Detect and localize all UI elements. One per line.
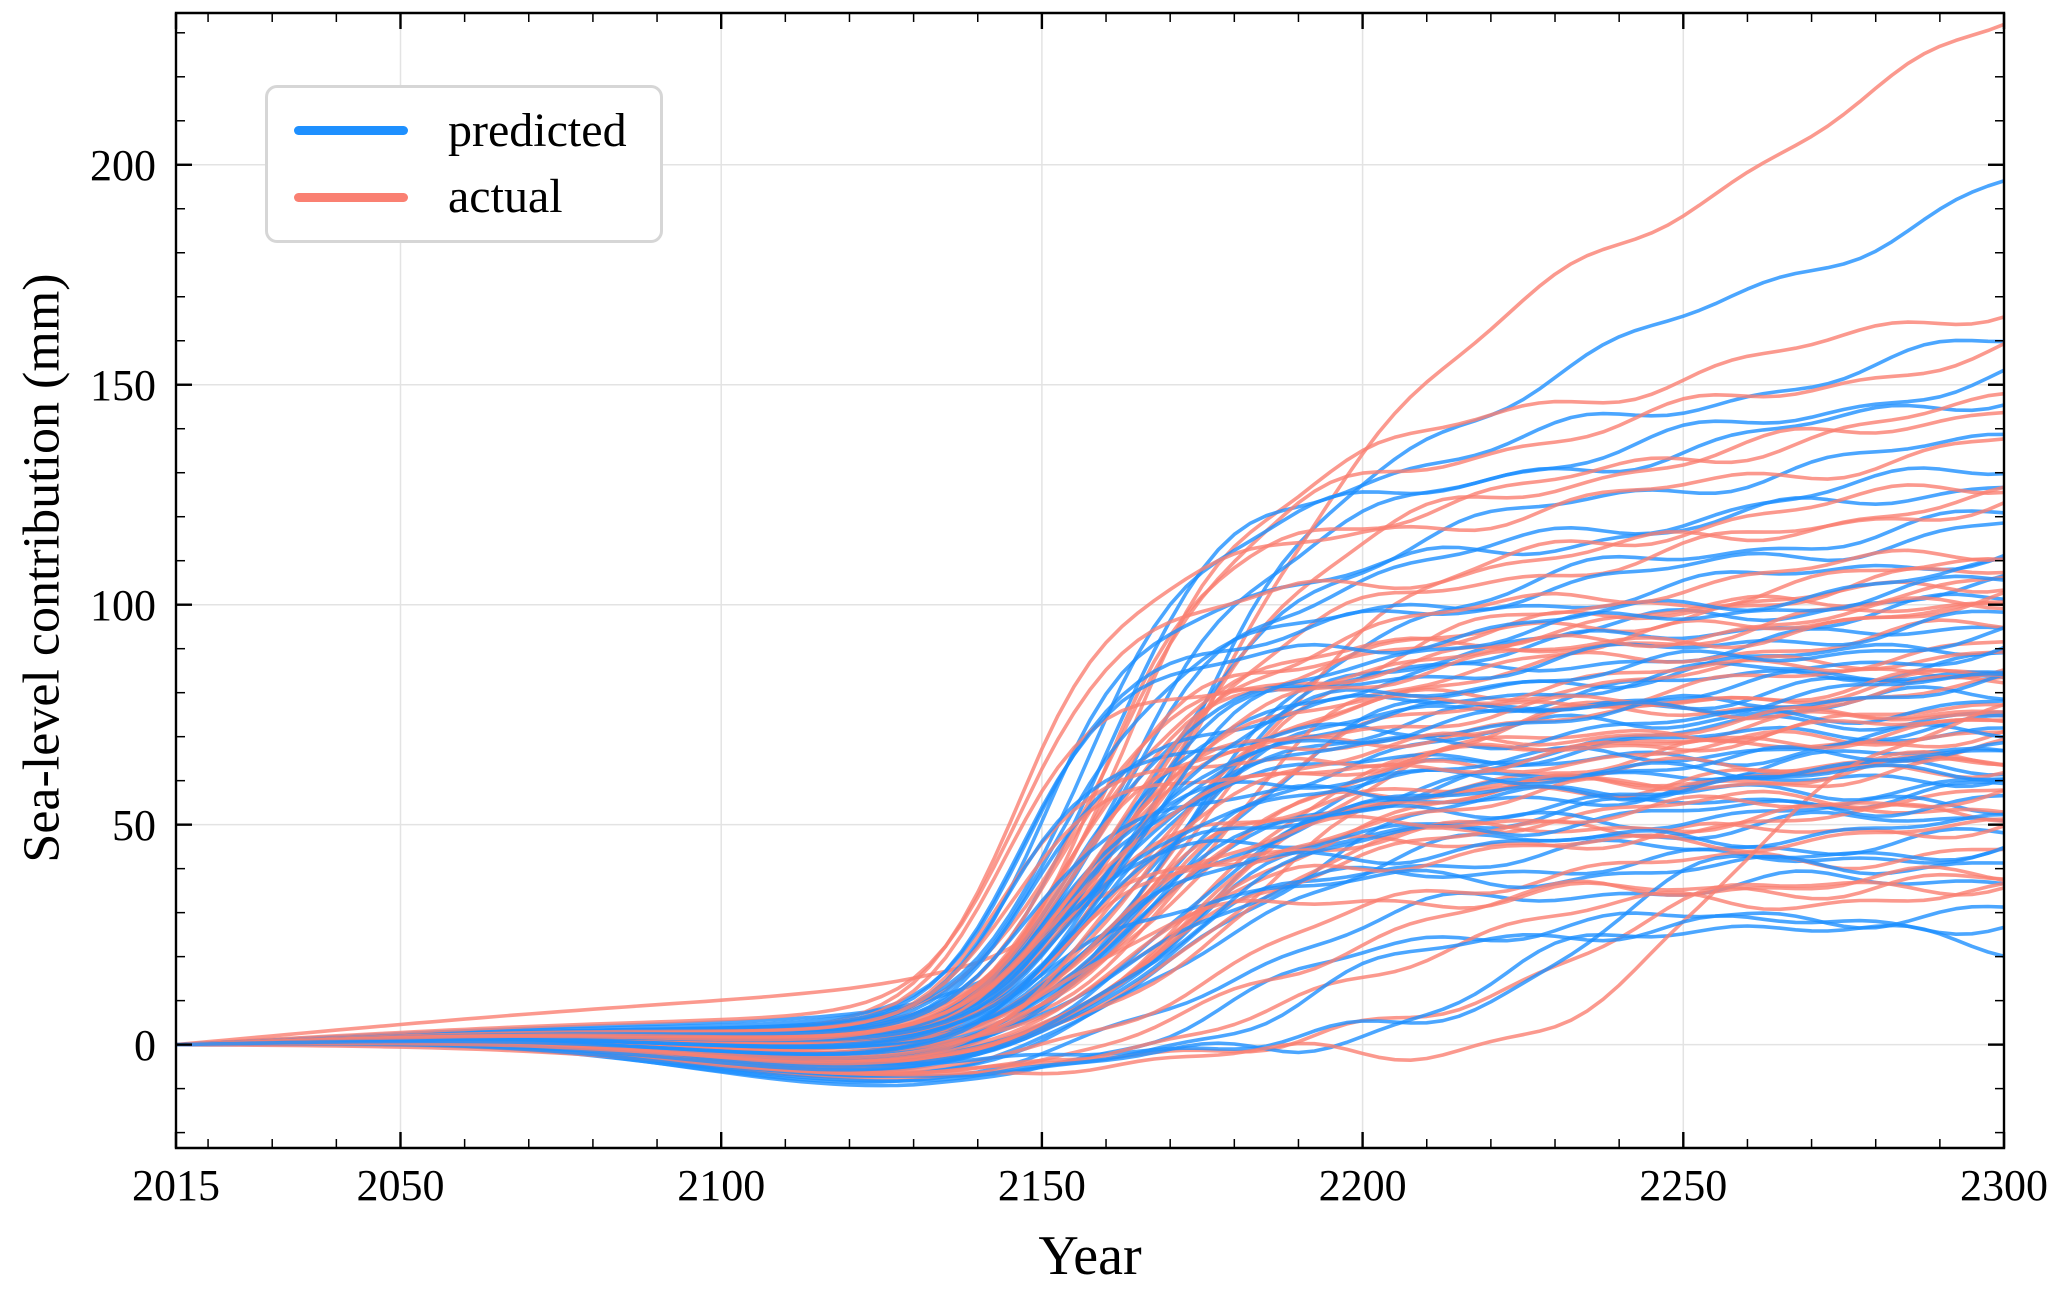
x-axis-label: Year <box>1038 1225 1142 1287</box>
trajectory-actual <box>176 548 2004 1047</box>
trajectory-predicted <box>176 914 2004 1083</box>
legend-label-predicted: predicted <box>448 103 627 157</box>
y-tick-label: 100 <box>90 581 156 630</box>
trajectory-predicted <box>176 368 2004 1047</box>
x-tick-label: 2100 <box>677 1161 765 1210</box>
legend: predicted actual <box>265 85 663 243</box>
trajectory-predicted <box>176 763 2004 1057</box>
y-tick-label: 150 <box>90 361 156 410</box>
x-tick-label: 2050 <box>356 1161 444 1210</box>
legend-line-predicted-icon <box>294 126 408 136</box>
y-axis-label: Sea-level contribution (mm) <box>13 273 71 863</box>
trajectories <box>176 22 2004 1088</box>
legend-label-actual: actual <box>448 170 563 224</box>
x-tick-label: 2200 <box>1319 1161 1407 1210</box>
y-tick-label: 50 <box>112 801 156 850</box>
x-tick-label: 2250 <box>1639 1161 1727 1210</box>
x-tick-label: 2300 <box>1960 1161 2048 1210</box>
legend-line-actual-icon <box>294 192 408 202</box>
trajectory-actual <box>176 702 2004 1077</box>
tick-labels: 2015 2050 2100 2150 2200 2250 2300 0 50 100 150 200 <box>90 141 2048 1210</box>
x-tick-label: 2150 <box>998 1161 1086 1210</box>
trajectory-predicted <box>176 574 2004 1048</box>
y-tick-label: 0 <box>134 1021 156 1070</box>
x-tick-label: 2015 <box>132 1161 220 1210</box>
axes <box>174 11 2006 1150</box>
y-tick-label: 200 <box>90 141 156 190</box>
legend-entry-actual: actual <box>294 173 660 221</box>
trajectory-actual <box>176 485 2004 1047</box>
trajectory-actual <box>176 788 2004 1064</box>
legend-entry-predicted: predicted <box>294 103 660 157</box>
